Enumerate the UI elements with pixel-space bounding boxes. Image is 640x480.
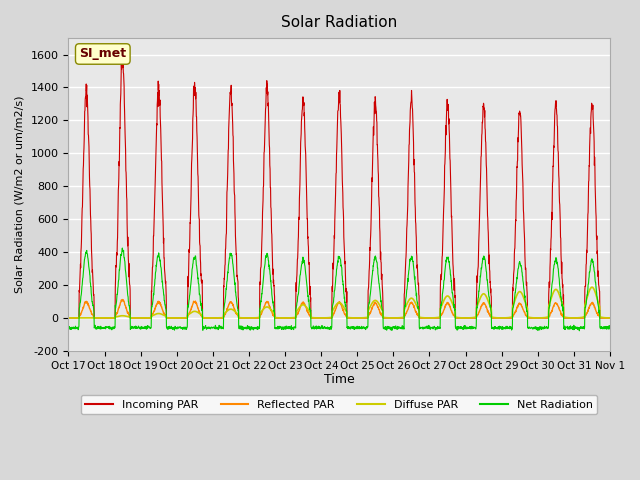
- Net Radiation: [532, 326, 540, 332]
- Net Radiation: [634, 324, 640, 330]
- Incoming PAR: [65, 315, 72, 321]
- Net Radiation: [564, 325, 572, 331]
- Net Radiation: [122, 277, 130, 283]
- Line: Incoming PAR: Incoming PAR: [68, 57, 640, 318]
- Incoming PAR: [532, 315, 540, 321]
- Reflected PAR: [392, 315, 400, 321]
- Line: Diffuse PAR: Diffuse PAR: [68, 285, 640, 318]
- Net Radiation: [392, 324, 400, 330]
- Reflected PAR: [65, 315, 72, 321]
- Net Radiation: [65, 325, 72, 331]
- Diffuse PAR: [634, 314, 640, 320]
- Net Radiation: [613, 328, 621, 334]
- Reflected PAR: [122, 306, 130, 312]
- Reflected PAR: [247, 315, 255, 321]
- Net Radiation: [118, 245, 126, 251]
- Incoming PAR: [122, 178, 130, 184]
- Diffuse PAR: [247, 315, 255, 321]
- Incoming PAR: [119, 54, 127, 60]
- Diffuse PAR: [65, 315, 72, 321]
- Legend: Incoming PAR, Reflected PAR, Diffuse PAR, Net Radiation: Incoming PAR, Reflected PAR, Diffuse PAR…: [81, 395, 597, 414]
- Diffuse PAR: [624, 282, 632, 288]
- Reflected PAR: [634, 315, 640, 321]
- Net Radiation: [247, 324, 255, 330]
- Reflected PAR: [532, 315, 540, 321]
- Incoming PAR: [634, 315, 640, 321]
- Diffuse PAR: [531, 315, 539, 321]
- Diffuse PAR: [392, 315, 400, 321]
- X-axis label: Time: Time: [324, 373, 355, 386]
- Incoming PAR: [564, 315, 572, 321]
- Text: SI_met: SI_met: [79, 48, 126, 60]
- Incoming PAR: [247, 315, 255, 321]
- Y-axis label: Solar Radiation (W/m2 or um/m2/s): Solar Radiation (W/m2 or um/m2/s): [15, 96, 25, 293]
- Incoming PAR: [392, 315, 400, 321]
- Title: Solar Radiation: Solar Radiation: [281, 15, 397, 30]
- Diffuse PAR: [122, 313, 130, 319]
- Line: Reflected PAR: Reflected PAR: [68, 300, 640, 318]
- Reflected PAR: [564, 315, 572, 321]
- Diffuse PAR: [564, 315, 572, 321]
- Reflected PAR: [119, 297, 127, 302]
- Line: Net Radiation: Net Radiation: [68, 248, 640, 331]
